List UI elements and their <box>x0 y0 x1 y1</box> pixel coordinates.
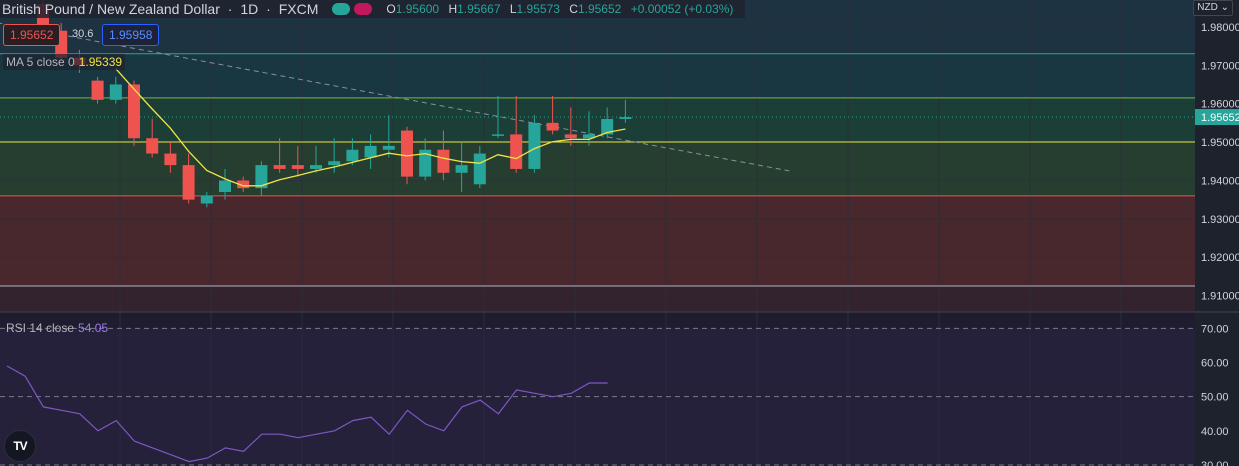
candle-body <box>364 145 377 158</box>
currency-label: NZD <box>1197 2 1218 13</box>
chevron-down-icon: ⌄ <box>1220 2 1229 13</box>
fib-zone <box>0 195 1195 287</box>
symbol-name: British Pound / New Zealand Dollar <box>2 1 220 17</box>
ohlc-high: 1.95667 <box>457 2 501 16</box>
candle-body <box>219 180 231 192</box>
candle-body <box>419 149 432 177</box>
rsi-legend-label: RSI 14 close <box>6 321 75 335</box>
price-tick-label: 1.96000 <box>1201 99 1239 111</box>
rsi-line <box>6 365 608 463</box>
price-tick-label: 1.97000 <box>1201 60 1239 72</box>
candle-body <box>583 134 595 139</box>
candle-body <box>455 165 468 173</box>
candle-body <box>182 165 195 200</box>
ohlc-high-label: H <box>448 2 458 16</box>
fib-zone <box>0 97 1195 143</box>
rsi-tick-label: 40.00 <box>1201 426 1229 438</box>
fib-zone <box>0 142 1195 196</box>
candle-body <box>91 80 104 100</box>
ohlc-values: O1.95600 H1.95667 L1.95573 C1.95652 +0.0… <box>386 2 739 16</box>
candle-body <box>291 165 304 169</box>
symbol-title[interactable]: British Pound / New Zealand Dollar · 1D … <box>2 1 319 17</box>
last-price-badge <box>1195 109 1239 126</box>
rsi-tick-label: 70.00 <box>1201 323 1229 335</box>
candle-body <box>564 134 577 139</box>
candle-body <box>346 149 359 162</box>
ohlc-open-label: O <box>386 2 396 16</box>
candle-body <box>382 145 395 150</box>
candle-body <box>273 165 286 169</box>
ma-line <box>115 68 626 187</box>
last-price-label: 1.95652 <box>1201 112 1239 124</box>
rsi-tick-label: 60.00 <box>1201 358 1229 370</box>
candle-body <box>437 149 450 173</box>
ma-legend[interactable]: MA 5 close 0 1.95339 <box>3 54 126 70</box>
fib-zone <box>0 53 1195 98</box>
candle-body <box>401 130 413 177</box>
price-tick-label: 1.91000 <box>1201 291 1239 303</box>
currency-selector[interactable]: NZD ⌄ <box>1193 0 1233 16</box>
candle-body <box>528 122 541 169</box>
rsi-tick-label: 50.00 <box>1201 392 1229 404</box>
ohlc-close: 1.95652 <box>577 2 622 16</box>
market-open-dot-icon <box>332 3 351 15</box>
ohlc-low-label: L <box>509 2 517 16</box>
ohlc-close-label: C <box>569 2 578 16</box>
candle-body <box>601 119 614 135</box>
ma-legend-label: MA 5 close 0 <box>6 55 75 69</box>
price-tick-label: 1.98000 <box>1201 22 1239 34</box>
trendline <box>0 22 790 172</box>
candle-body <box>146 138 159 154</box>
ohlc-low: 1.95573 <box>516 2 560 16</box>
candle-body <box>200 195 213 204</box>
candle-body <box>164 153 177 166</box>
candle-body <box>109 84 122 100</box>
candle-body <box>473 153 486 185</box>
tradingview-logo[interactable]: TV <box>4 430 36 462</box>
candle-body <box>546 122 559 131</box>
buy-button[interactable]: 1.95958 <box>102 24 160 46</box>
candle-body <box>328 161 341 166</box>
candle-body <box>128 84 140 139</box>
price-tick-label: 1.93000 <box>1201 214 1239 226</box>
ohlc-change: +0.00052 (+0.03%) <box>630 2 734 16</box>
price-axis-background <box>1195 0 1239 466</box>
candle-body <box>55 30 68 58</box>
ohlc-open: 1.95600 <box>395 2 440 16</box>
rsi-legend[interactable]: RSI 14 close 54.05 <box>3 320 111 336</box>
ma-legend-value: 1.95339 <box>78 55 123 69</box>
candle-body <box>255 165 268 189</box>
fib-zone <box>0 286 1195 311</box>
price-tick-label: 1.94000 <box>1201 175 1239 187</box>
data-status-dot-icon <box>354 3 373 15</box>
symbol-header: British Pound / New Zealand Dollar · 1D … <box>0 0 746 18</box>
candle-body <box>310 165 322 169</box>
candle-body <box>492 134 504 136</box>
status-dots <box>332 3 373 15</box>
rsi-legend-value: 54.05 <box>78 321 109 335</box>
exchange: FXCM <box>278 1 319 17</box>
candle-body <box>237 180 250 189</box>
candle-body <box>619 117 632 120</box>
interval: 1D <box>240 1 259 17</box>
candle-body <box>510 134 523 169</box>
price-tick-label: 1.92000 <box>1201 252 1239 264</box>
spread-value: 30.6 <box>72 28 94 40</box>
rsi-tick-label: 30.00 <box>1201 460 1229 466</box>
sell-button[interactable]: 1.95652 <box>3 24 61 46</box>
price-tick-label: 1.95000 <box>1201 137 1239 149</box>
